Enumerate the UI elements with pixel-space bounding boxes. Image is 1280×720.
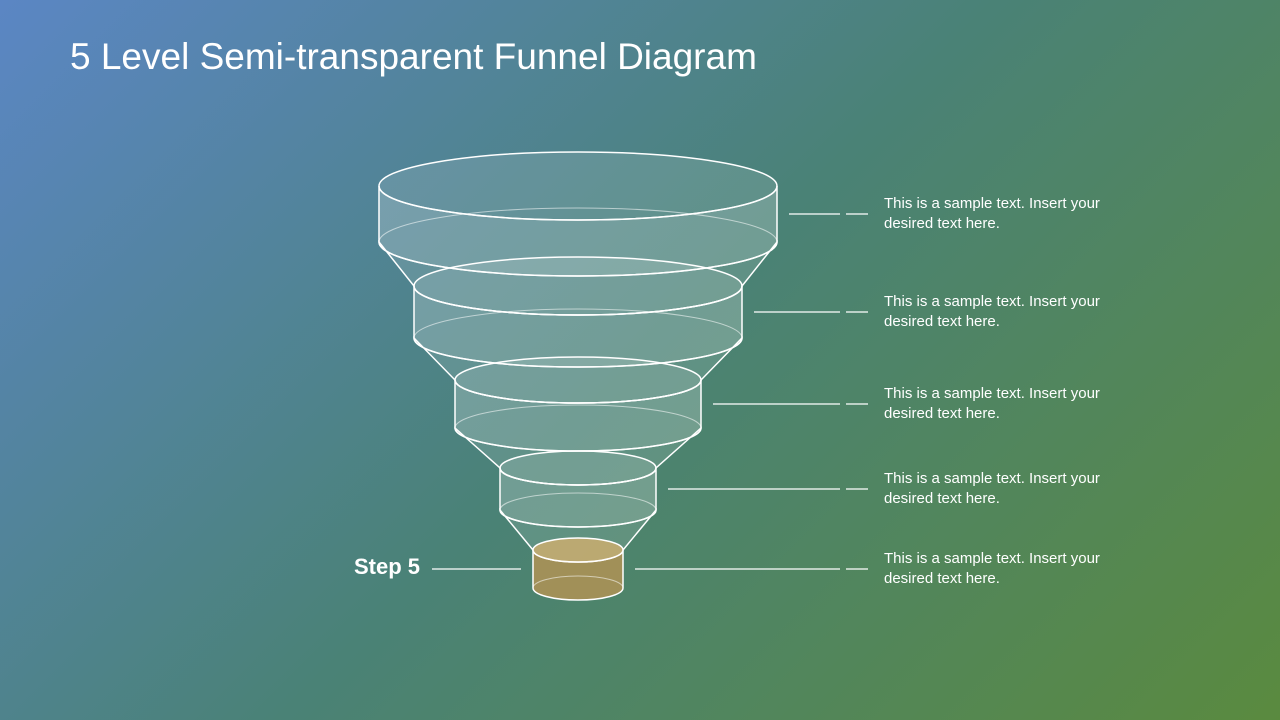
callout-text-5: This is a sample text. Insert your desir… [884,549,1124,590]
callout-text-3: This is a sample text. Insert your desir… [884,384,1124,425]
callout-text-1: This is a sample text. Insert your desir… [884,194,1124,235]
funnel-level-5 [533,538,623,600]
funnel-level-4 [500,451,656,527]
step-label: Step 5 [300,554,420,580]
funnel-level-1 [379,152,777,276]
callout-text-2: This is a sample text. Insert your desir… [884,292,1124,333]
funnel-diagram-svg [0,0,1280,720]
funnel-level-3 [455,357,701,451]
callout-text-4: This is a sample text. Insert your desir… [884,469,1124,510]
slide: 5 Level Semi-transparent Funnel Diagram … [0,0,1280,720]
